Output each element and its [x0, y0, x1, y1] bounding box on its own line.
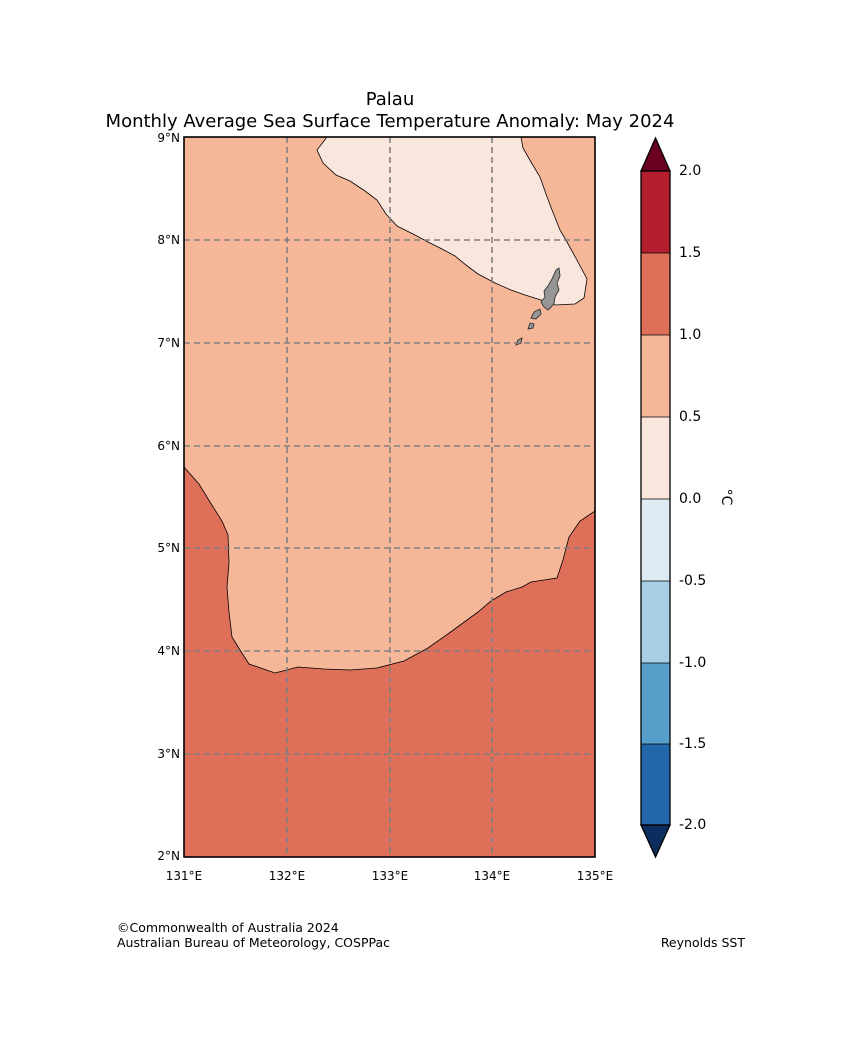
map-title: Palau	[366, 89, 415, 110]
colorbar-band	[641, 499, 670, 581]
colorbar: 2.0 1.5 1.0 0.5 0.0 -0.5 -1.0 -1.5 -2.0 …	[639, 136, 734, 859]
colorbar-under-triangle	[639, 824, 672, 859]
colorbar-band	[641, 253, 670, 335]
colorbar-over-triangle	[640, 136, 671, 172]
colorbar-frame	[640, 170, 671, 826]
colorbar-band	[641, 744, 670, 825]
colorbar-tick-label: 1.5	[679, 245, 701, 261]
colorbar-dividers	[641, 252, 670, 745]
colorbar-band	[641, 335, 670, 417]
lat-tick-label: 4°N	[157, 644, 180, 658]
map-gridlines	[184, 137, 595, 857]
lon-tick-label: 135°E	[577, 869, 614, 883]
colorbar-tick-label: 0.5	[679, 409, 701, 425]
lon-tick-label: 134°E	[474, 869, 511, 883]
colorbar-tick-label: -2.0	[679, 817, 706, 833]
lat-tick-label: 3°N	[157, 747, 180, 761]
map-subtitle: Monthly Average Sea Surface Temperature …	[106, 111, 675, 132]
anomaly-zone-north-east	[316, 137, 588, 306]
colorbar-tick-label: 1.0	[679, 327, 701, 343]
agency-text: Australian Bureau of Meteorology, COSPPa…	[117, 935, 390, 950]
palau-islands	[515, 267, 561, 346]
lat-tick-label: 6°N	[157, 439, 180, 453]
lon-tick-label: 131°E	[166, 869, 203, 883]
lat-tick-label: 2°N	[157, 849, 180, 863]
colorbar-band	[641, 171, 670, 253]
colorbar-band	[641, 417, 670, 499]
lat-tick-label: 9°N	[157, 131, 180, 145]
colorbar-tick-label: 0.0	[679, 491, 701, 507]
map-frame	[183, 136, 596, 858]
map-panel: 9°N 8°N 7°N 6°N 5°N 4°N 3°N 2°N 131°E 13…	[157, 131, 613, 883]
lon-tick-label: 132°E	[269, 869, 306, 883]
lat-tick-label: 5°N	[157, 541, 180, 555]
colorbar-tick-label: 2.0	[679, 163, 701, 179]
colorbar-unit-label: °C	[718, 489, 734, 506]
lon-tick-label: 133°E	[372, 869, 409, 883]
colorbar-band	[641, 663, 670, 744]
lat-tick-label: 8°N	[157, 233, 180, 247]
colorbar-band	[641, 581, 670, 663]
colorbar-tick-label: -1.5	[679, 736, 706, 752]
copyright-text: ©Commonwealth of Australia 2024	[117, 920, 339, 935]
data-source-text: Reynolds SST	[661, 935, 746, 950]
colorbar-tick-label: -1.0	[679, 655, 706, 671]
lat-tick-label: 7°N	[157, 336, 180, 350]
colorbar-tick-label: -0.5	[679, 573, 706, 589]
